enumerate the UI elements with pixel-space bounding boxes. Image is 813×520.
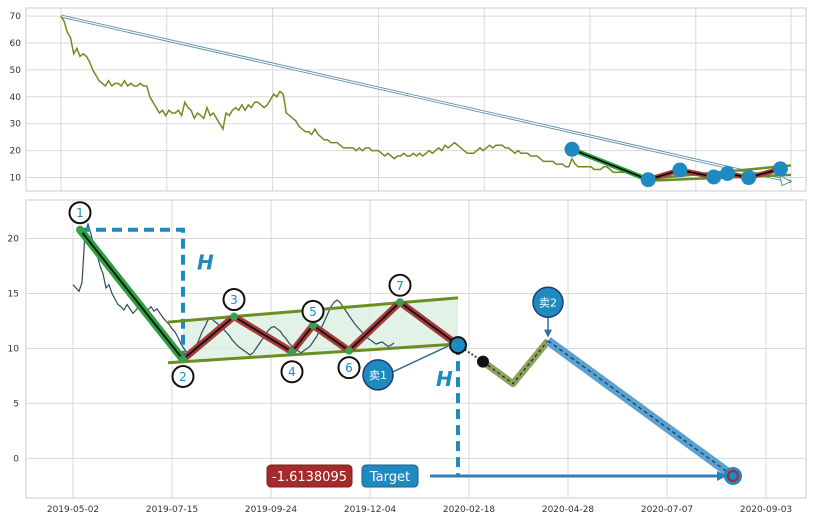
top-arrow-head: [779, 174, 793, 187]
top-turning-point-0: [564, 141, 580, 157]
bottom-x-tick-label: 2019-05-02: [47, 505, 99, 515]
bottom-point-label-1: 1: [76, 206, 84, 220]
bottom-h-label-right: H: [436, 367, 453, 391]
bottom-pattern-point-2: [179, 355, 187, 364]
sell2-pointer-head: [544, 329, 552, 338]
top-y-tick-label: 70: [10, 12, 22, 22]
bottom-price-line: [72, 222, 395, 356]
bottom-y-tick-label: 15: [8, 289, 19, 299]
bottom-h-box-left: [80, 227, 185, 360]
bottom-pattern-black: [79, 229, 459, 361]
bottom-x-tick-label: 2020-07-07: [641, 505, 693, 515]
top-turning-point-1: [640, 172, 656, 188]
top-turning-point-4: [720, 166, 736, 182]
top-y-tick-label: 40: [10, 93, 22, 103]
target-label-badge: [361, 464, 419, 488]
top-turning-point-5: [741, 170, 757, 186]
bottom-point-label-circle-1: [68, 201, 92, 225]
target-value-badge: [266, 464, 353, 488]
top-y-tick-label: 10: [10, 174, 22, 184]
bottom-point-label-2: 2: [179, 370, 187, 384]
bottom-target-point: [724, 467, 742, 486]
bottom-y-tick-label: 0: [13, 454, 19, 464]
bottom-point-label-4: 4: [288, 365, 296, 379]
bottom-current-point: [449, 336, 467, 355]
bottom-pattern-point-1: [76, 225, 84, 234]
bottom-point-label-3: 3: [230, 293, 238, 307]
bottom-x-tick-label: 2020-09-03: [740, 505, 792, 515]
bottom-projection-blue-dash: [547, 340, 734, 477]
bottom-x-tick-label: 2020-04-28: [542, 505, 595, 515]
bottom-target-arrow-head: [717, 471, 727, 482]
bottom-y-tick-label: 10: [8, 344, 20, 354]
bottom-projection-green-dash: [482, 340, 549, 385]
bottom-panel: 2019-05-02 2019-07-15 2019-09-24 2019-12-04…: [8, 199, 807, 515]
bottom-projection-green: [480, 338, 551, 388]
top-plot-frame: [25, 7, 807, 192]
bottom-point-label-7: 7: [396, 279, 404, 293]
sell-label-2: 卖2: [539, 296, 557, 309]
bottom-y-tick-label: 20: [8, 234, 20, 244]
bottom-point-label-6: 6: [345, 361, 353, 375]
bottom-lower-trend: [167, 342, 459, 365]
bottom-y-tick-label: 5: [13, 399, 19, 409]
bottom-projection-start-dot: [477, 355, 489, 368]
top-turning-point-6: [772, 161, 788, 177]
top-trend-line-0: [648, 164, 792, 181]
top-turning-point-2: [672, 162, 688, 178]
bottom-pattern-point-3: [230, 312, 238, 321]
top-y-tick-label: 50: [10, 66, 22, 76]
bottom-point-label-circle-3: [222, 288, 246, 312]
top-y-tick-label: 20: [10, 147, 22, 157]
bottom-point-label-circle-4: [280, 360, 304, 384]
top-y-tick-label: 30: [10, 120, 22, 130]
bottom-plot-frame: [25, 199, 807, 499]
top-price-line: [60, 15, 649, 179]
bottom-x-tick-label: 2019-07-15: [146, 505, 198, 515]
bottom-point-label-circle-7: [388, 273, 412, 297]
top-arrow-line-inner: [60, 15, 792, 183]
top-turning-point-3: [706, 169, 722, 185]
bottom-point-label-circle-2: [171, 364, 195, 388]
sell-marker-2: [532, 286, 564, 319]
bottom-x-tick-label: 2020-02-18: [443, 505, 496, 515]
bottom-point-label-circle-5: [301, 299, 325, 323]
sell1-pointer-line: [392, 344, 451, 373]
bottom-pattern-point-7: [396, 298, 404, 307]
bottom-pattern-point-5: [309, 321, 317, 330]
target-label-text: Target: [369, 470, 410, 485]
target-value-text: -1.6138095: [272, 470, 347, 485]
bottom-point-label-circle-6: [337, 356, 361, 380]
sell-label-1: 卖1: [369, 369, 387, 382]
bottom-pattern-point-4: [288, 347, 296, 356]
bottom-point-label-5: 5: [309, 305, 317, 319]
top-panel: 10 20 30 40 50 60 70: [10, 7, 807, 192]
bottom-x-tick-label: 2019-12-04: [344, 505, 397, 515]
bottom-h-label-left: H: [197, 250, 214, 274]
bottom-pattern-point-6: [345, 346, 353, 355]
bottom-target-point-ring: [727, 470, 739, 483]
sell-marker-1: [362, 359, 394, 391]
bottom-x-tick-label: 2019-09-24: [245, 505, 298, 515]
top-y-tick-label: 60: [10, 39, 22, 49]
